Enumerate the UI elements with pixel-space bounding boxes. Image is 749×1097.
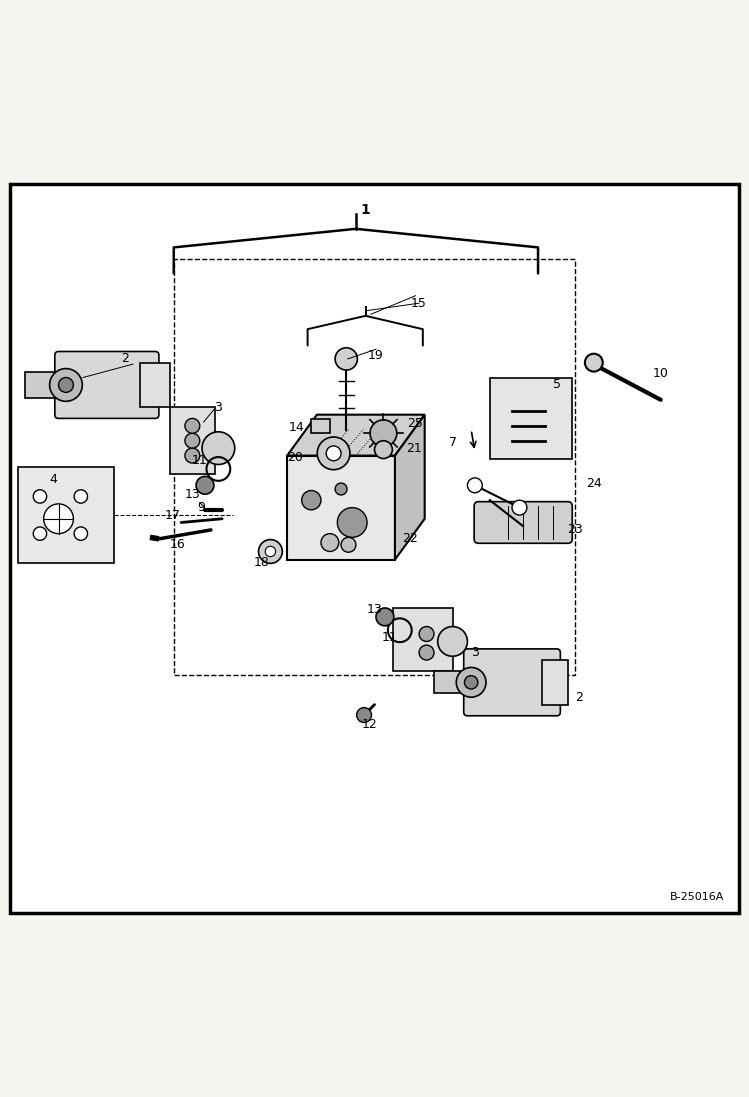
- Text: 19: 19: [368, 349, 383, 362]
- Circle shape: [512, 500, 527, 516]
- Text: 11: 11: [192, 454, 207, 467]
- Text: 22: 22: [402, 532, 418, 544]
- Text: 15: 15: [411, 296, 427, 309]
- Text: 24: 24: [586, 477, 601, 490]
- Circle shape: [302, 490, 321, 510]
- Text: 13: 13: [366, 603, 383, 615]
- Circle shape: [202, 432, 234, 464]
- Text: 23: 23: [567, 523, 583, 536]
- Bar: [490, 377, 571, 460]
- Circle shape: [335, 483, 347, 495]
- Text: 12: 12: [362, 719, 377, 732]
- Circle shape: [185, 433, 200, 449]
- Circle shape: [419, 626, 434, 642]
- Circle shape: [326, 445, 341, 461]
- Bar: [393, 608, 452, 671]
- Circle shape: [370, 420, 397, 446]
- Text: B-25016A: B-25016A: [670, 892, 724, 902]
- Text: 21: 21: [406, 442, 422, 454]
- Circle shape: [321, 533, 339, 552]
- Circle shape: [335, 348, 357, 370]
- Text: 1: 1: [360, 203, 370, 217]
- Circle shape: [33, 527, 46, 541]
- Circle shape: [374, 441, 392, 459]
- Circle shape: [357, 708, 372, 723]
- Text: 14: 14: [288, 421, 304, 433]
- Circle shape: [33, 489, 46, 504]
- Text: 20: 20: [287, 451, 303, 464]
- Text: 2: 2: [575, 691, 583, 703]
- Circle shape: [318, 437, 350, 470]
- Bar: [25, 372, 66, 398]
- Circle shape: [341, 538, 356, 552]
- Bar: [140, 363, 170, 407]
- FancyBboxPatch shape: [55, 351, 159, 418]
- Text: 9: 9: [197, 501, 205, 514]
- Text: 7: 7: [449, 436, 458, 449]
- Bar: [18, 466, 115, 564]
- Circle shape: [58, 377, 73, 393]
- Bar: [170, 407, 215, 474]
- Circle shape: [49, 369, 82, 402]
- Text: 10: 10: [653, 367, 669, 381]
- Bar: [287, 455, 395, 559]
- Text: 18: 18: [254, 556, 270, 569]
- Circle shape: [419, 645, 434, 660]
- Circle shape: [196, 476, 214, 495]
- FancyBboxPatch shape: [464, 648, 560, 715]
- Circle shape: [467, 478, 482, 493]
- Circle shape: [265, 546, 276, 556]
- Text: 16: 16: [169, 538, 185, 551]
- Circle shape: [337, 508, 367, 538]
- Text: 3: 3: [471, 646, 479, 659]
- Circle shape: [185, 418, 200, 433]
- Circle shape: [437, 626, 467, 656]
- Circle shape: [456, 667, 486, 698]
- Circle shape: [43, 504, 73, 533]
- Bar: [311, 419, 330, 432]
- Bar: [174, 259, 575, 675]
- Circle shape: [258, 540, 282, 564]
- Text: 17: 17: [164, 509, 181, 521]
- Polygon shape: [287, 415, 425, 455]
- Bar: [542, 660, 568, 704]
- Text: 4: 4: [49, 473, 57, 486]
- Circle shape: [464, 676, 478, 689]
- Text: 25: 25: [407, 417, 423, 430]
- Circle shape: [585, 353, 603, 372]
- Circle shape: [74, 527, 88, 541]
- Circle shape: [74, 489, 88, 504]
- Text: 5: 5: [553, 378, 561, 392]
- Polygon shape: [395, 415, 425, 559]
- Bar: [434, 671, 471, 693]
- Text: 2: 2: [121, 352, 130, 365]
- Circle shape: [376, 608, 394, 625]
- FancyBboxPatch shape: [474, 501, 572, 543]
- Circle shape: [185, 449, 200, 463]
- Text: 13: 13: [184, 488, 200, 501]
- Text: 3: 3: [214, 400, 222, 414]
- Text: 11: 11: [381, 631, 397, 644]
